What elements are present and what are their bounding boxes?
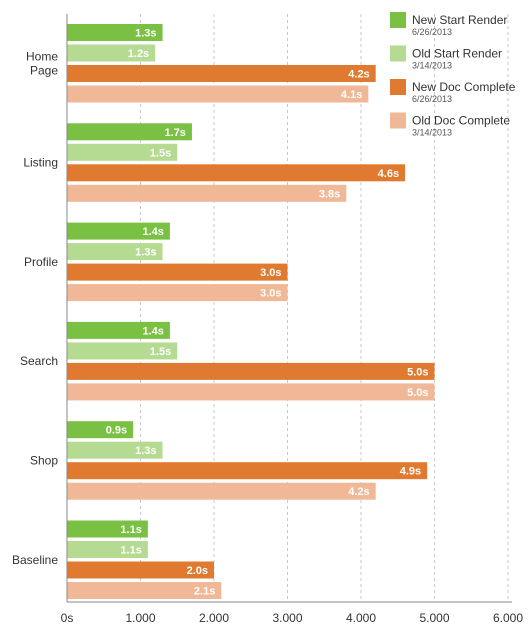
bar-value-label: 1.3s xyxy=(135,247,156,259)
legend-swatch xyxy=(390,112,406,129)
bar-value-label: 1.3s xyxy=(135,445,156,457)
bar xyxy=(67,520,148,538)
bar-value-label: 2.1s xyxy=(194,586,215,598)
x-tick-label: 5.000 xyxy=(419,611,449,625)
legend-series-name: Old Doc Complete xyxy=(412,114,510,128)
axes: 0s 1.000 2.000 3.000 4.000 5.000 6.000 HomePage… xyxy=(12,14,523,625)
x-tick-label: 4.000 xyxy=(346,611,376,625)
bar xyxy=(67,462,428,480)
category-label: Shop xyxy=(30,453,58,467)
bar-value-label: 1.1s xyxy=(120,545,141,557)
bar xyxy=(67,441,163,459)
bar xyxy=(67,263,288,281)
category-label: Page xyxy=(30,63,58,77)
bar-value-label: 1.5s xyxy=(150,346,171,358)
category-label: Search xyxy=(20,354,58,368)
bar-value-label: 3.0s xyxy=(260,267,281,279)
bar xyxy=(67,243,163,261)
bar xyxy=(67,321,170,339)
bar-value-label: 1.2s xyxy=(128,48,149,60)
bar xyxy=(67,24,163,41)
x-tick-label: 1.000 xyxy=(125,611,155,625)
bar xyxy=(67,482,376,500)
bar-value-label: 4.9s xyxy=(400,466,421,478)
bar-value-label: 4.1s xyxy=(341,89,362,101)
bar-value-label: 1.3s xyxy=(135,28,156,40)
bar-value-label: 4.2s xyxy=(348,486,369,498)
bar-value-label: 3.0s xyxy=(260,288,281,300)
bar xyxy=(67,421,134,439)
bar-value-label: 5.0s xyxy=(407,366,428,378)
bar xyxy=(67,284,288,302)
bar xyxy=(67,44,156,62)
legend-series-name: New Doc Complete xyxy=(412,80,516,94)
bar-value-label: 1.4s xyxy=(142,325,163,337)
bars: 1.3s 1.2s 4.2s 4.1s 1.7s 1.5s 4.6s 3.8s 1.4s 1.3s… xyxy=(67,24,435,599)
bar-value-label: 1.4s xyxy=(142,226,163,238)
x-tick-label: 6.000 xyxy=(493,611,523,625)
x-tick-label: 3.000 xyxy=(272,611,302,625)
bar-value-label: 1.1s xyxy=(120,524,141,536)
legend-swatch xyxy=(390,12,406,28)
x-tick-label: 2.000 xyxy=(199,611,229,625)
legend-swatch xyxy=(390,45,406,62)
category-label: Baseline xyxy=(12,553,58,567)
grid-lines xyxy=(140,14,509,602)
bar-value-label: 4.2s xyxy=(348,69,369,81)
legend-series-date: 3/14/2013 xyxy=(412,61,452,71)
bar-value-label: 1.5s xyxy=(150,147,171,159)
category-label: Home xyxy=(26,49,58,63)
bar xyxy=(67,561,214,579)
bar xyxy=(67,143,178,161)
bar-value-label: 1.7s xyxy=(165,127,186,139)
bar xyxy=(67,123,192,141)
bar xyxy=(67,65,376,82)
bar xyxy=(67,362,435,380)
bar xyxy=(67,222,170,240)
bar-value-label: 4.6s xyxy=(378,168,399,180)
legend-series-name: Old Start Render xyxy=(412,47,502,61)
legend-series-date: 6/26/2013 xyxy=(412,27,452,37)
bar xyxy=(67,85,369,103)
bar-value-label: 5.0s xyxy=(407,387,428,399)
bar xyxy=(67,541,148,558)
bar xyxy=(67,383,435,401)
bar-value-label: 2.0s xyxy=(187,565,208,577)
legend-series-date: 6/26/2013 xyxy=(412,94,452,104)
category-label: Listing xyxy=(23,156,58,170)
bar xyxy=(67,582,222,599)
x-tick-label: 0s xyxy=(61,611,74,625)
bar xyxy=(67,342,178,360)
bar-value-label: 0.9s xyxy=(106,425,127,437)
bar xyxy=(67,164,406,182)
legend-series-date: 3/14/2013 xyxy=(412,128,452,138)
category-label: Profile xyxy=(24,255,58,269)
bar-value-label: 3.8s xyxy=(319,188,340,200)
legend-series-name: New Start Render xyxy=(412,13,507,27)
legend-swatch xyxy=(390,79,406,95)
bar xyxy=(67,184,347,202)
